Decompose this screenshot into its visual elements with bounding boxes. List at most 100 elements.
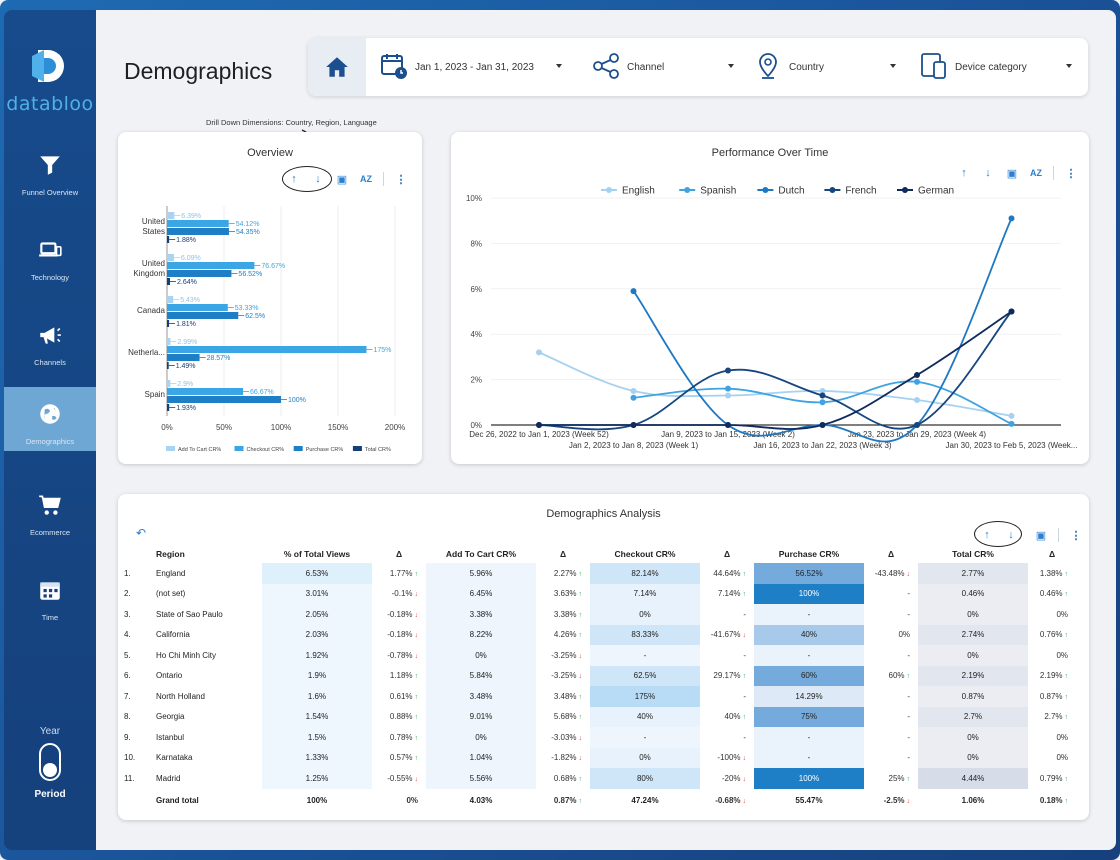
bar — [167, 312, 239, 319]
col-header[interactable]: Δ — [395, 548, 403, 559]
arrow-up-icon: ↑ — [1062, 714, 1068, 722]
purchase-cell: - — [754, 604, 864, 625]
sidebar-item-label: Funnel Overview — [21, 188, 79, 197]
table-row[interactable]: 11. Madrid 1.25% -0.55% ↓ 5.56% 0.68% ↑ 80% -20… — [124, 768, 1076, 789]
legend-swatch — [234, 446, 244, 451]
views-delta-cell: 0.57% ↑ — [389, 753, 418, 763]
overview-bar-chart: 0% 50% 100% 150% 200%UnitedStates6.39%54.12%… — [128, 206, 405, 453]
arrow-up-icon: ↑ — [576, 591, 582, 599]
sidebar-item-channels[interactable]: Channels — [4, 308, 96, 372]
col-header[interactable]: Purchase CR% — [778, 548, 840, 559]
purchase-cell: 75% — [754, 706, 864, 727]
table-row[interactable]: 5. Ho Chi Minh City 1.92% -0.78% ↓ 0% -3.25% … — [124, 645, 1076, 666]
category-label: Netherla... — [128, 348, 165, 357]
checkout-delta-cell: - — [743, 732, 746, 742]
data-label: 76.67% — [261, 263, 285, 270]
sidebar-item-technology[interactable]: Technology — [4, 223, 96, 287]
views-cell: 6.53% — [262, 563, 372, 584]
demographics-table: Region % of Total Views Δ Add To Cart CR… — [124, 544, 1076, 813]
col-header[interactable]: Δ — [559, 548, 567, 559]
col-header[interactable]: Add To Cart CR% — [445, 548, 517, 559]
add-to-cart-cell: 1.04% — [426, 747, 536, 768]
checkout-cell: 80% — [590, 768, 700, 789]
arrow-down-icon: ↓ — [740, 632, 746, 640]
row-index: 9. — [124, 732, 131, 742]
col-header[interactable]: Checkout CR% — [614, 548, 676, 559]
country-filter[interactable]: Country — [754, 38, 902, 96]
legend-swatch — [829, 187, 836, 193]
data-label: 2.64% — [177, 279, 197, 286]
chart-breakdown-icon[interactable]: ▣ — [1006, 167, 1018, 180]
sidebar-item-funnel-overview[interactable]: Funnel Overview — [4, 138, 96, 202]
col-header[interactable]: Δ — [887, 548, 895, 559]
table-row[interactable]: 10. Karnataka 1.33% 0.57% ↑ 1.04% -1.82% ↓ 0% -… — [124, 747, 1076, 768]
chevron-down-icon — [890, 64, 896, 68]
reset-undo-icon[interactable]: ↶ — [135, 526, 147, 540]
checkout-cell: 47.24% — [631, 796, 659, 805]
table-row[interactable]: 7. North Holland 1.6% 0.61% ↑ 3.48% 3.48% ↑ 17… — [124, 686, 1076, 707]
data-label: 28.57% — [207, 355, 231, 362]
device-category-filter[interactable]: Device category — [918, 38, 1078, 96]
bar — [167, 220, 229, 227]
x-tick-label: 100% — [271, 423, 291, 432]
data-label: 1.81% — [176, 321, 196, 328]
add-to-cart-cell: 3.48% — [426, 686, 536, 707]
arrow-down-icon: ↓ — [740, 775, 746, 783]
date-range-filter[interactable]: Jan 1, 2023 - Jan 31, 2023 — [378, 38, 568, 96]
col-header[interactable]: Δ — [1048, 548, 1056, 559]
more-options-icon[interactable]: ⋮ — [395, 173, 407, 186]
data-point — [725, 367, 731, 374]
bar — [167, 354, 200, 361]
sort-az-icon[interactable]: AZ — [1030, 168, 1042, 178]
table-row[interactable]: 2. (not set) 3.01% -0.1% ↓ 6.45% 3.63% ↑ 7.14%… — [124, 583, 1076, 604]
table-row[interactable]: 3. State of Sao Paulo 2.05% -0.18% ↓ 3.38% 3.… — [124, 604, 1076, 625]
purchase-cell: - — [754, 727, 864, 748]
bar — [167, 262, 255, 269]
col-header[interactable]: Region — [156, 548, 185, 559]
y-tick-label: 10% — [466, 194, 482, 203]
table-header-row: Region % of Total Views Δ Add To Cart CR… — [124, 544, 1076, 563]
category-label: Kingdom — [133, 269, 165, 278]
sidebar-item-ecommerce[interactable]: Ecommerce — [4, 478, 96, 542]
row-index: 8. — [124, 712, 131, 722]
year-period-toggle[interactable] — [39, 743, 61, 781]
channel-filter[interactable]: Channel — [590, 38, 740, 96]
chart-breakdown-icon[interactable]: ▣ — [1035, 529, 1047, 542]
bar — [167, 270, 232, 277]
table-row[interactable]: 6. Ontario 1.9% 1.18% ↑ 5.84% -3.25% ↓ 62.5% 29… — [124, 665, 1076, 686]
data-point — [725, 422, 731, 428]
home-button[interactable] — [308, 38, 366, 96]
col-header[interactable]: % of Total Views — [283, 548, 351, 559]
table-row[interactable]: 8. Georgia 1.54% 0.88% ↑ 9.01% 5.68% ↑ 40% 40% … — [124, 706, 1076, 727]
col-header[interactable]: Total CR% — [952, 548, 994, 559]
add-to-cart-delta-cell: 4.26% ↑ — [553, 630, 582, 640]
series-line — [538, 310, 1013, 430]
bar — [167, 404, 170, 411]
table-row[interactable]: 1. England 6.53% 1.77% ↑ 5.96% 2.27% ↑ 82.14% 4… — [124, 563, 1076, 584]
drill-down-button[interactable]: ↓ — [985, 167, 991, 179]
arrow-up-icon: ↑ — [740, 714, 746, 722]
sidebar-item-demographics[interactable]: Demographics — [4, 387, 96, 451]
checkout-delta-cell: -41.67% ↓ — [710, 630, 746, 640]
more-options-icon[interactable]: ⋮ — [1070, 529, 1082, 542]
data-point — [536, 422, 542, 428]
drill-up-button[interactable]: ↑ — [961, 167, 967, 179]
toolbar-divider — [383, 172, 384, 186]
sidebar-item-time[interactable]: Time — [4, 563, 96, 627]
arrow-up-icon: ↑ — [412, 693, 418, 701]
arrow-up-icon: ↑ — [576, 798, 582, 805]
arrow-down-icon: ↓ — [412, 652, 418, 660]
checkout-cell: 175% — [590, 686, 700, 707]
add-to-cart-cell: 5.84% — [426, 665, 536, 686]
table-row[interactable]: 9. Istanbul 1.5% 0.78% ↑ 0% -3.03% ↓ - - - -0% 0% — [124, 727, 1076, 748]
funnel-icon — [40, 156, 60, 175]
more-options-icon[interactable]: ⋮ — [1065, 167, 1077, 180]
sort-az-icon[interactable]: AZ — [360, 174, 372, 184]
chart-breakdown-icon[interactable]: ▣ — [336, 173, 348, 186]
col-header[interactable]: Δ — [723, 548, 731, 559]
checkout-delta-cell: 7.14% ↑ — [717, 589, 746, 599]
legend-swatch — [606, 187, 612, 193]
arrow-up-icon: ↑ — [1062, 673, 1068, 681]
arrow-up-icon: ↑ — [1062, 591, 1068, 599]
table-row[interactable]: 4. California 2.03% -0.18% ↓ 8.22% 4.26% ↑ 83.… — [124, 624, 1076, 645]
